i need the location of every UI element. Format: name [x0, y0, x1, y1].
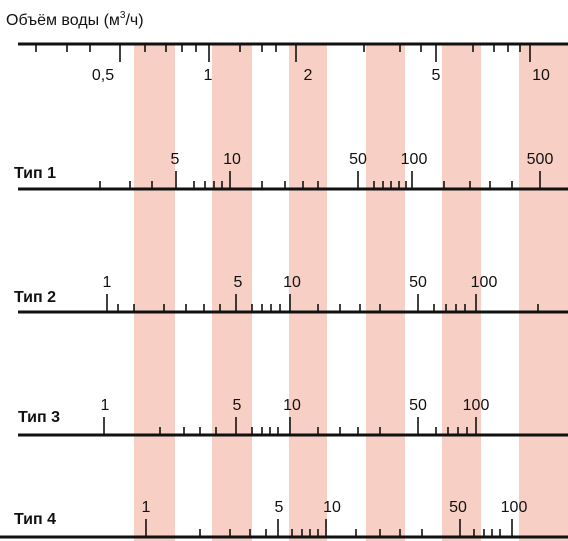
- type-1-label-100: 100: [401, 151, 428, 168]
- top-label-0-5: 0,5: [92, 67, 114, 84]
- top-scale-ticks: [35, 44, 531, 62]
- type-3-label-100: 100: [463, 397, 490, 414]
- type-3-label-10: 10: [283, 397, 301, 414]
- type-2-label: Тип 2: [14, 289, 56, 306]
- band-2: [212, 44, 252, 541]
- type-3-label-1: 1: [101, 397, 110, 414]
- type-2-scale: Тип 2 1 5: [14, 274, 568, 314]
- band-5: [442, 44, 481, 541]
- top-label-2: 2: [304, 67, 313, 84]
- type-1-label-500: 500: [527, 151, 554, 168]
- band-3: [289, 44, 327, 541]
- band-4: [366, 44, 405, 541]
- type-4-label-100: 100: [501, 499, 528, 516]
- type-4-scale: Тип 4 1 5 10 50 10: [0, 499, 568, 539]
- type-2-ticks: [106, 294, 539, 312]
- type-1-label: Тип 1: [14, 165, 56, 182]
- top-label-10: 10: [532, 67, 550, 84]
- top-label-1: 1: [204, 67, 213, 84]
- type-2-label-5: 5: [234, 274, 243, 291]
- type-4-label-5: 5: [275, 499, 284, 516]
- type-2-label-1: 1: [103, 274, 112, 291]
- type-2-label-10: 10: [283, 274, 301, 291]
- highlight-bands: [134, 44, 568, 541]
- type-3-label-5: 5: [233, 397, 242, 414]
- type-4-label: Тип 4: [14, 511, 56, 528]
- band-6: [519, 44, 568, 541]
- type-2-label-50: 50: [409, 274, 427, 291]
- type-3-label-50: 50: [409, 397, 427, 414]
- type-3-label: Тип 3: [18, 409, 60, 426]
- type-4-label-50: 50: [449, 499, 467, 516]
- type-3-ticks: [103, 417, 477, 435]
- type-1-scale: Тип 1: [14, 151, 568, 191]
- type-1-label-5: 5: [171, 151, 180, 168]
- type-3-scale: Тип 3 1 5 10 50 10: [18, 397, 568, 437]
- type-4-ticks: [145, 519, 513, 537]
- header-title: Объём воды (м3/ч): [6, 10, 144, 29]
- top-label-5: 5: [432, 67, 441, 84]
- type-4-label-10: 10: [323, 499, 341, 516]
- type-1-ticks: [99, 171, 541, 189]
- type-4-label-1: 1: [142, 499, 151, 516]
- type-1-label-10: 10: [223, 151, 241, 168]
- type-2-label-100: 100: [471, 274, 498, 291]
- band-1: [134, 44, 175, 541]
- top-scale: 0,5 1 2 5 10: [18, 42, 568, 84]
- type-1-label-50: 50: [349, 151, 367, 168]
